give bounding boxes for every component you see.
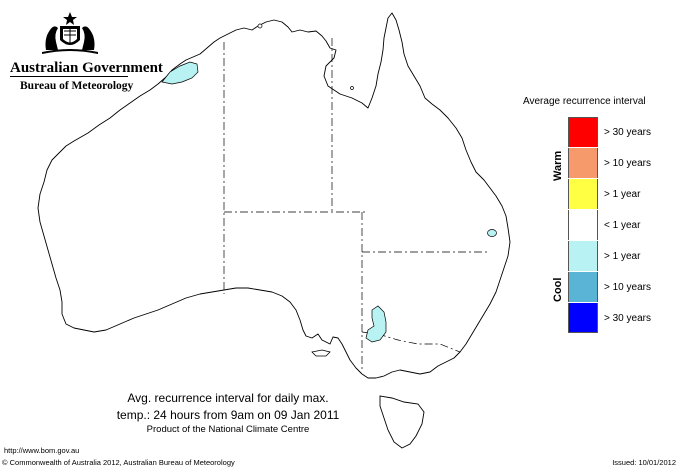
tasmania-outline <box>379 395 425 449</box>
legend-swatch <box>568 210 598 240</box>
legend-swatch <box>568 117 598 147</box>
legend-swatch <box>568 241 598 271</box>
legend-label: > 1 year <box>604 251 641 262</box>
map-caption-line1: Avg. recurrence interval for daily max. <box>127 391 329 405</box>
mainland-outline <box>37 12 511 379</box>
coat-of-arms-logo <box>42 12 98 54</box>
legend-label: > 10 years <box>604 282 651 293</box>
map-caption-line3: Product of the National Climate Centre <box>146 424 310 435</box>
anomaly-riverina <box>365 305 387 343</box>
anomaly-kimberley <box>161 61 199 85</box>
org-divider <box>10 76 128 77</box>
kangaroo-island <box>311 349 331 357</box>
legend-label: < 1 year <box>604 220 641 231</box>
legend-label: > 10 years <box>604 158 651 169</box>
legend-title: Average recurrence interval <box>523 96 646 107</box>
legend-swatch <box>568 179 598 209</box>
legend-cool-label: Cool <box>552 277 564 302</box>
org-title: Australian Government <box>10 60 163 76</box>
legend-swatch <box>568 272 598 302</box>
state-borders <box>223 38 488 372</box>
map-caption-line2: temp.: 24 hours from 9am on 09 Jan 2011 <box>116 408 340 422</box>
legend-label: > 1 year <box>604 189 641 200</box>
source-url[interactable]: http://www.bom.gov.au <box>4 446 80 455</box>
org-subtitle: Bureau of Meteorology <box>20 80 134 92</box>
melville-island <box>257 23 263 29</box>
issued-date: Issued: 10/01/2012 <box>612 458 676 467</box>
legend-warm-label: Warm <box>552 150 564 181</box>
legend-swatch <box>568 303 598 333</box>
legend-label: > 30 years <box>604 127 651 138</box>
anomaly-se-queensland <box>487 229 497 237</box>
copyright-text: © Commonwealth of Australia 2012, Austra… <box>2 458 235 467</box>
cool-anomaly-regions <box>161 61 497 343</box>
legend-label: > 30 years <box>604 313 651 324</box>
mornington-island <box>350 86 354 90</box>
legend-swatch <box>568 148 598 178</box>
